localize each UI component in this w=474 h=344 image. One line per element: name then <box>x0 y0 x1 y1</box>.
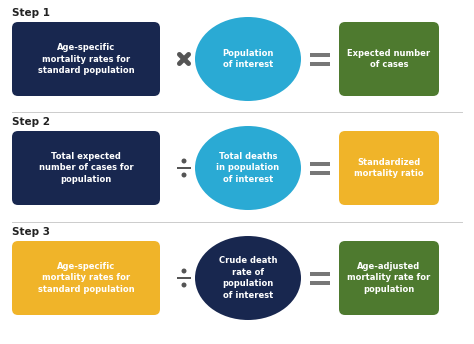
Text: Step 3: Step 3 <box>12 227 50 237</box>
Bar <box>177 167 191 169</box>
Text: Step 1: Step 1 <box>12 8 50 18</box>
Bar <box>310 280 330 284</box>
Text: Age-specific
mortality rates for
standard population: Age-specific mortality rates for standar… <box>38 43 134 75</box>
FancyBboxPatch shape <box>12 131 160 205</box>
FancyBboxPatch shape <box>339 241 439 315</box>
Text: Step 2: Step 2 <box>12 117 50 127</box>
Ellipse shape <box>195 236 301 320</box>
Text: Standardized
mortality ratio: Standardized mortality ratio <box>354 158 424 179</box>
Ellipse shape <box>195 126 301 210</box>
Bar <box>310 171 330 174</box>
Circle shape <box>182 269 186 273</box>
FancyBboxPatch shape <box>12 241 160 315</box>
Circle shape <box>182 159 186 163</box>
Text: Population
of interest: Population of interest <box>222 49 273 69</box>
Bar <box>310 271 330 276</box>
FancyBboxPatch shape <box>339 131 439 205</box>
Text: Age-adjusted
mortality rate for
population: Age-adjusted mortality rate for populati… <box>347 262 430 294</box>
Circle shape <box>182 172 186 178</box>
FancyBboxPatch shape <box>12 22 160 96</box>
Bar <box>310 53 330 56</box>
Text: Crude death
rate of
population
of interest: Crude death rate of population of intere… <box>219 256 277 300</box>
Text: Age-specific
mortality rates for
standard population: Age-specific mortality rates for standar… <box>38 262 134 294</box>
Text: Total deaths
in population
of interest: Total deaths in population of interest <box>217 152 280 184</box>
Bar <box>310 62 330 65</box>
Text: Expected number
of cases: Expected number of cases <box>347 49 430 69</box>
FancyBboxPatch shape <box>339 22 439 96</box>
Bar <box>177 277 191 279</box>
Text: Total expected
number of cases for
population: Total expected number of cases for popul… <box>39 152 133 184</box>
Ellipse shape <box>195 17 301 101</box>
Circle shape <box>182 282 186 288</box>
Bar <box>310 161 330 165</box>
